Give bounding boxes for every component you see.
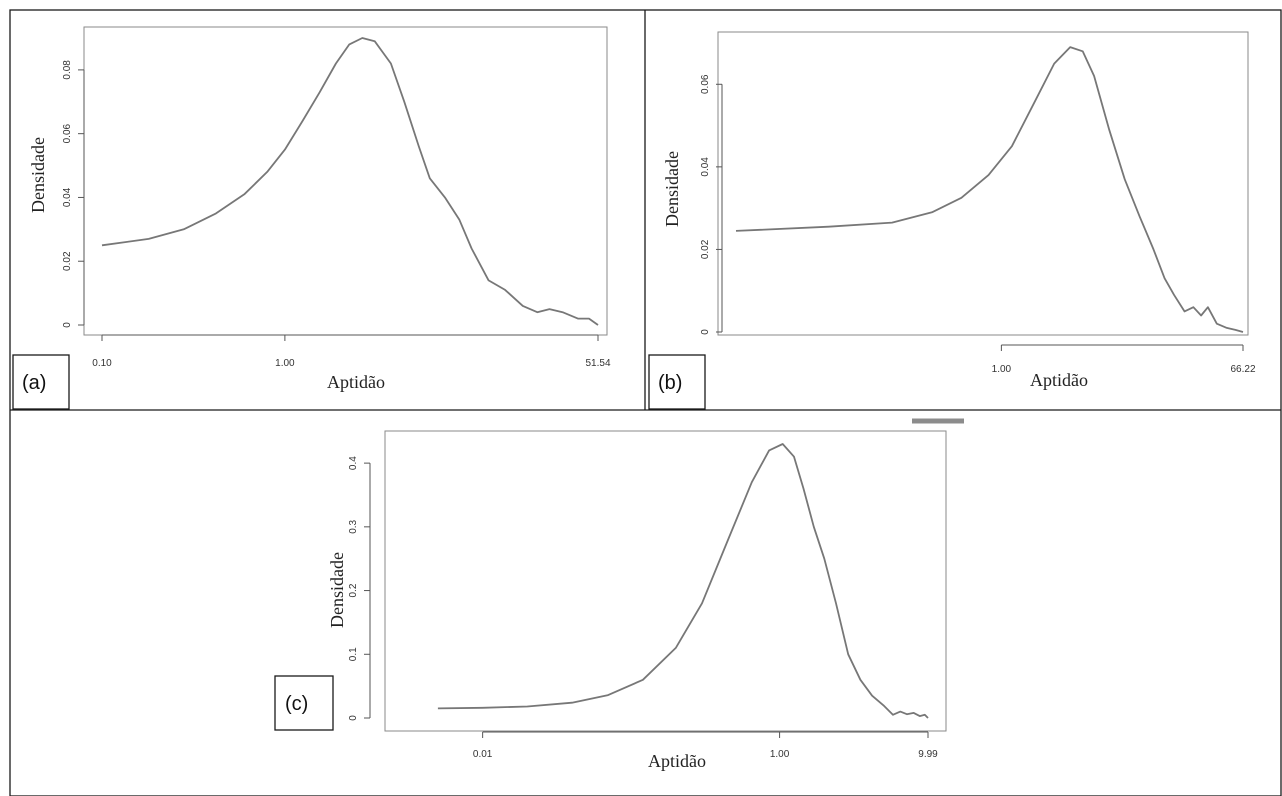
panel-label-box — [648, 354, 706, 410]
y-tick-label: 0.04 — [62, 187, 73, 207]
y-tick-label: 0.04 — [700, 157, 711, 177]
panel-label-box — [274, 675, 334, 731]
plot-area — [83, 26, 608, 336]
x-axis-title: Aptidão — [327, 372, 385, 392]
y-tick-label: 0 — [62, 322, 73, 328]
x-axis-title: Aptidão — [648, 751, 706, 771]
x-tick-label: 1.00 — [992, 364, 1012, 375]
y-tick-label: 0.3 — [348, 519, 359, 533]
y-axis-title: Densidade — [28, 137, 48, 213]
y-axis-title: Densidade — [662, 151, 682, 227]
y-tick-label: 0.02 — [62, 251, 73, 271]
density-curve — [437, 443, 929, 719]
y-axis-title: Densidade — [327, 552, 347, 628]
panel-label-box — [12, 354, 70, 410]
x-tick-label: 66.22 — [1230, 364, 1255, 375]
panel-label: (b) — [658, 372, 682, 394]
y-tick-label: 0.06 — [62, 123, 73, 143]
panel-label: (a) — [22, 372, 46, 394]
x-tick-label: 0.01 — [473, 749, 493, 760]
x-tick-label: 9.99 — [918, 749, 938, 760]
plot-area — [384, 430, 947, 732]
density-curve — [101, 37, 599, 326]
y-tick-label: 0.08 — [62, 60, 73, 80]
x-tick-label: 1.00 — [770, 749, 790, 760]
density-curve — [735, 46, 1244, 333]
x-axis-title: Aptidão — [1030, 370, 1088, 390]
y-tick-label: 0.06 — [700, 74, 711, 94]
x-tick-label: 51.54 — [585, 358, 610, 369]
y-tick-label: 0 — [700, 329, 711, 335]
panel-b: 0 0.02 0.04 0.06 1.00 66.22 Aptidão Densidade (b… — [648, 31, 1256, 410]
y-tick-label: 0.4 — [348, 456, 359, 470]
y-tick-label: 0.2 — [348, 583, 359, 597]
x-tick-label: 1.00 — [275, 358, 295, 369]
y-tick-label: 0 — [348, 715, 359, 721]
y-tick-label: 0.1 — [348, 647, 359, 661]
x-tick-label: 0.10 — [92, 358, 112, 369]
panel-c: 0 0.1 0.2 0.3 0.4 0.01 1.00 9.99 Aptidão Densidad… — [274, 430, 947, 771]
y-tick-label: 0.02 — [700, 239, 711, 259]
panel-label: (c) — [285, 693, 308, 715]
panel-a: 0 0.02 0.04 0.06 0.08 0.10 1.00 51.54 Aptidão Den… — [12, 26, 611, 410]
plot-area — [717, 31, 1249, 336]
